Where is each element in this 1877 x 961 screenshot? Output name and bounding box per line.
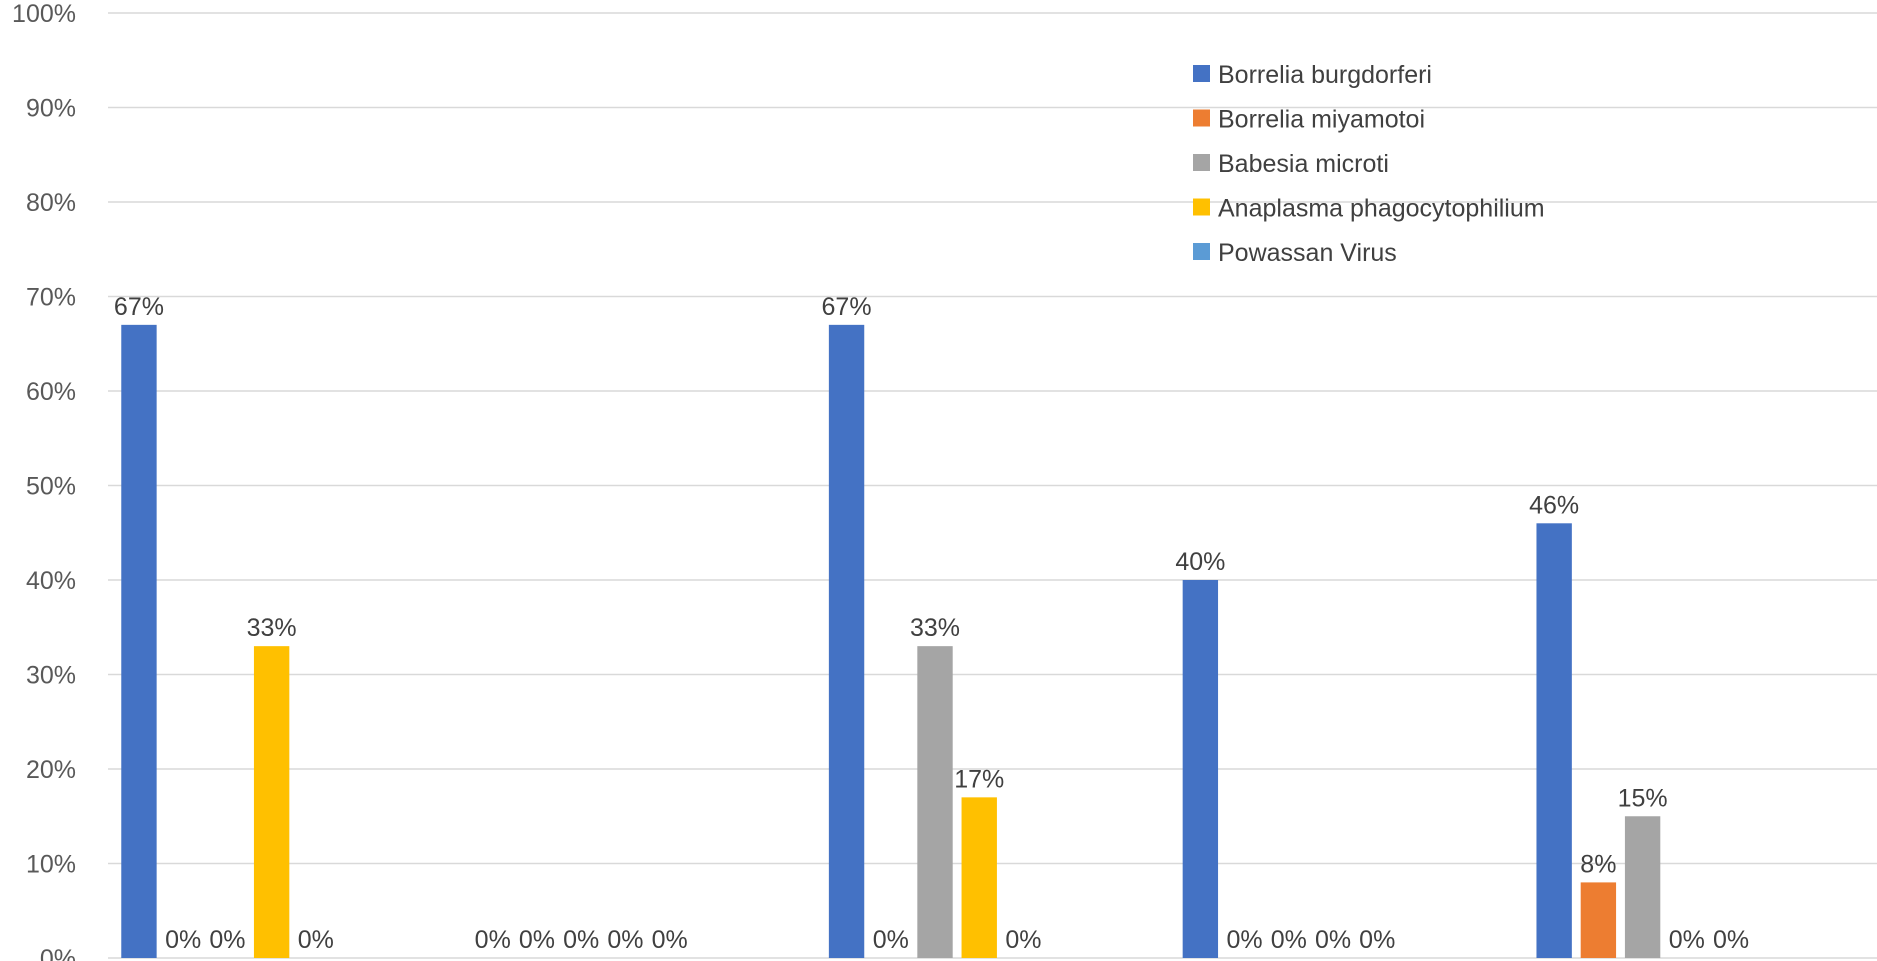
data-label: 0%: [1669, 926, 1705, 954]
data-label: 0%: [1005, 926, 1041, 954]
y-tick-label: 50%: [26, 473, 76, 501]
data-label: 15%: [1618, 784, 1668, 812]
gridlines: [108, 12, 1877, 959]
legend-label: Babesia microti: [1218, 150, 1389, 178]
bar: [121, 324, 157, 959]
data-label: 0%: [298, 926, 334, 954]
y-tick-label: 70%: [26, 284, 76, 312]
y-axis-ticks: 0% 10% 20% 30% 40% 50% 60% 70% 80% 90% 100%: [12, 0, 76, 961]
legend-swatch: [1193, 65, 1210, 82]
data-label: 33%: [910, 614, 960, 642]
y-tick-label: 100%: [12, 0, 76, 28]
y-tick-label: 80%: [26, 189, 76, 217]
data-label: 0%: [1271, 926, 1307, 954]
y-tick-label: 60%: [26, 378, 76, 406]
data-label: 40%: [1175, 548, 1225, 576]
y-tick-label: 40%: [26, 567, 76, 595]
bar: [917, 646, 953, 958]
data-label: 0%: [475, 926, 511, 954]
data-label: 17%: [954, 765, 1004, 793]
bar: [1182, 580, 1219, 958]
data-label: 8%: [1580, 850, 1616, 878]
y-tick-label: 30%: [26, 662, 76, 690]
legend-swatch: [1193, 109, 1210, 127]
data-label: 0%: [209, 926, 245, 954]
y-tick-label: 20%: [26, 756, 76, 784]
bar: [1624, 816, 1661, 958]
bar: [253, 646, 290, 958]
data-label: 67%: [822, 293, 872, 321]
y-tick-label: 90%: [26, 95, 76, 123]
y-tick-label: 0%: [40, 945, 76, 961]
data-label: 0%: [165, 926, 201, 954]
legend-label: Powassan Virus: [1218, 239, 1397, 267]
data-label: 0%: [652, 926, 688, 954]
data-label: 0%: [1315, 926, 1351, 954]
data-label: 46%: [1529, 491, 1579, 519]
data-label: 0%: [1227, 926, 1263, 954]
data-label: 0%: [873, 926, 909, 954]
bars: [121, 324, 1661, 959]
data-labels: 67% 0% 67% 40% 46% 0% 0% 0% 0% 8% 0% 0% 33% 0% 15% 33% 0…: [114, 293, 1749, 954]
bar: [828, 324, 865, 959]
legend-swatch: [1193, 243, 1210, 260]
legend-label: Borrelia burgdorferi: [1218, 61, 1432, 89]
data-label: 0%: [607, 926, 643, 954]
y-tick-label: 10%: [26, 851, 76, 879]
legend-label: Borrelia miyamotoi: [1218, 106, 1425, 134]
legend-label: Anaplasma phagocytophilium: [1218, 195, 1545, 223]
data-label: 33%: [247, 614, 297, 642]
bar: [961, 797, 997, 958]
data-label: 0%: [1713, 926, 1749, 954]
data-label: 0%: [519, 926, 555, 954]
data-label: 0%: [1359, 926, 1395, 954]
bar: [1580, 882, 1617, 958]
data-label: 0%: [563, 926, 599, 954]
data-label: 67%: [114, 293, 164, 321]
legend-swatch: [1193, 198, 1210, 216]
legend-swatch: [1193, 154, 1210, 171]
bar: [1536, 523, 1572, 958]
legend: Borrelia burgdorferi Borrelia miyamotoi Ba…: [1193, 61, 1545, 267]
